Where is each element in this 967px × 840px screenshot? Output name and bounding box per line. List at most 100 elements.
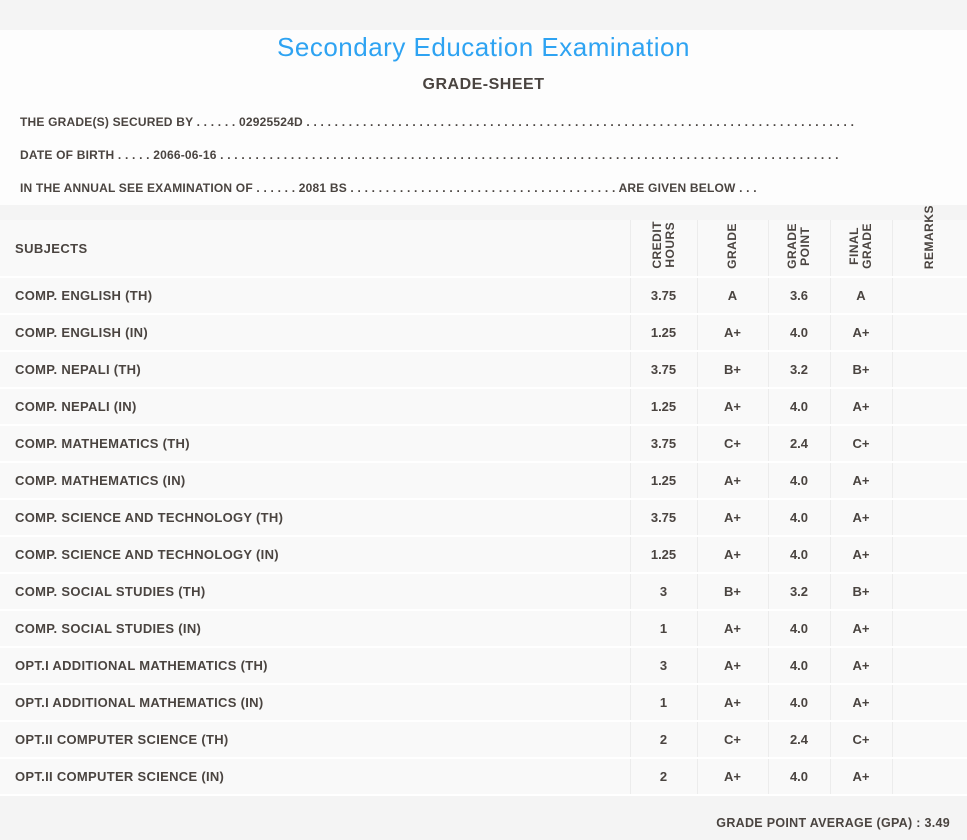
col-header-grade: GRADE [696,220,768,278]
grade-cell: B+ [696,351,768,389]
remarks-label: REMARKS [922,204,937,269]
grade-point-cell: 2.4 [767,721,830,759]
remarks-cell [891,499,967,537]
subject-cell: COMP. NEPALI (TH) [0,351,630,389]
table-header-row: SUBJECTS CREDIT HOURS GRADE GRADE POINT … [0,205,967,278]
credit-hours-cell: 2 [629,758,697,796]
final-grade-cell: A+ [829,462,892,500]
table-row: OPT.II COMPUTER SCIENCE (IN) 2 A+ 4.0 A+ [0,758,967,796]
subject-cell: COMP. SOCIAL STUDIES (TH) [0,573,630,611]
final-grade-cell: C+ [829,721,892,759]
subject-cell: OPT.I ADDITIONAL MATHEMATICS (TH) [0,647,630,685]
grade-cell: A+ [696,314,768,352]
credit-hours-cell: 2 [629,721,697,759]
col-header-credit-hours: CREDIT HOURS [629,220,697,278]
grade-point-cell: 4.0 [767,388,830,426]
col-header-subjects: SUBJECTS [0,220,630,278]
grades-secured-line: THE GRADE(S) SECURED BY . . . . . . 0292… [20,115,855,129]
credit-hours-cell: 1.25 [629,388,697,426]
remarks-cell [891,684,967,722]
grade-point-cell: 4.0 [767,462,830,500]
final-grade-cell: A+ [829,684,892,722]
credit-hours-cell: 3.75 [629,351,697,389]
final-grade-label: FINAL GRADE [847,223,874,269]
grade-table: SUBJECTS CREDIT HOURS GRADE GRADE POINT … [0,205,967,796]
credit-hours-label: CREDIT HOURS [649,221,677,269]
credit-hours-cell: 3.75 [629,425,697,463]
gpa-summary: GRADE POINT AVERAGE (GPA) : 3.49 [716,816,950,830]
subject-cell: OPT.II COMPUTER SCIENCE (IN) [0,758,630,796]
grade-point-cell: 4.0 [767,536,830,574]
remarks-cell [891,314,967,352]
subject-cell: COMP. SCIENCE AND TECHNOLOGY (TH) [0,499,630,537]
grade-cell: B+ [696,573,768,611]
grade-point-cell: 3.2 [767,573,830,611]
remarks-cell [891,351,967,389]
grade-point-cell: 4.0 [767,647,830,685]
grade-cell: A+ [696,684,768,722]
table-row: COMP. NEPALI (IN) 1.25 A+ 4.0 A+ [0,388,967,426]
examination-line: IN THE ANNUAL SEE EXAMINATION OF . . . .… [20,181,757,195]
grade-point-cell: 4.0 [767,684,830,722]
credit-hours-cell: 1.25 [629,314,697,352]
final-grade-cell: A+ [829,314,892,352]
subject-cell: COMP. MATHEMATICS (TH) [0,425,630,463]
table-row: COMP. NEPALI (TH) 3.75 B+ 3.2 B+ [0,351,967,389]
subject-cell: COMP. NEPALI (IN) [0,388,630,426]
final-grade-cell: B+ [829,573,892,611]
remarks-cell [891,647,967,685]
subject-cell: COMP. ENGLISH (TH) [0,277,630,315]
credit-hours-cell: 3.75 [629,499,697,537]
grade-point-cell: 4.0 [767,610,830,648]
final-grade-cell: A+ [829,388,892,426]
grade-point-label: GRADE POINT [785,223,812,269]
subject-cell: OPT.II COMPUTER SCIENCE (TH) [0,721,630,759]
col-header-remarks: REMARKS [891,205,967,278]
page-title: Secondary Education Examination [277,32,690,62]
table-row: COMP. MATHEMATICS (TH) 3.75 C+ 2.4 C+ [0,425,967,463]
remarks-cell [891,277,967,315]
remarks-cell [891,536,967,574]
remarks-cell [891,758,967,796]
final-grade-cell: A [829,277,892,315]
grade-cell: A+ [696,647,768,685]
subject-cell: OPT.I ADDITIONAL MATHEMATICS (IN) [0,684,630,722]
remarks-cell [891,610,967,648]
col-header-final-grade: FINAL GRADE [829,220,892,278]
remarks-cell [891,388,967,426]
grade-cell: A+ [696,499,768,537]
table-row: COMP. SOCIAL STUDIES (TH) 3 B+ 3.2 B+ [0,573,967,611]
grade-cell: A+ [696,758,768,796]
final-grade-cell: A+ [829,758,892,796]
table-row: COMP. SOCIAL STUDIES (IN) 1 A+ 4.0 A+ [0,610,967,648]
grade-cell: A+ [696,610,768,648]
credit-hours-cell: 1 [629,684,697,722]
col-header-grade-point: GRADE POINT [767,220,830,278]
table-row: OPT.II COMPUTER SCIENCE (TH) 2 C+ 2.4 C+ [0,721,967,759]
grade-cell: C+ [696,425,768,463]
grade-label: GRADE [725,223,739,269]
grade-cell: A+ [696,462,768,500]
header-section: Secondary Education Examination GRADE-SH… [0,30,967,205]
grade-cell: A+ [696,536,768,574]
credit-hours-cell: 1 [629,610,697,648]
final-grade-cell: A+ [829,610,892,648]
final-grade-cell: A+ [829,499,892,537]
table-row: OPT.I ADDITIONAL MATHEMATICS (IN) 1 A+ 4… [0,684,967,722]
grade-cell: C+ [696,721,768,759]
final-grade-cell: C+ [829,425,892,463]
credit-hours-cell: 3 [629,647,697,685]
grade-cell: A+ [696,388,768,426]
grade-point-cell: 2.4 [767,425,830,463]
subject-cell: COMP. ENGLISH (IN) [0,314,630,352]
date-of-birth-line: DATE OF BIRTH . . . . . 2066-06-16 . . .… [20,148,839,162]
remarks-cell [891,573,967,611]
subject-cell: COMP. SCIENCE AND TECHNOLOGY (IN) [0,536,630,574]
footer-section: GRADE POINT AVERAGE (GPA) : 3.49 [0,796,967,840]
table-row: COMP. MATHEMATICS (IN) 1.25 A+ 4.0 A+ [0,462,967,500]
remarks-cell [891,721,967,759]
page-subtitle: GRADE-SHEET [422,76,545,93]
subject-cell: COMP. SOCIAL STUDIES (IN) [0,610,630,648]
table-row: COMP. ENGLISH (TH) 3.75 A 3.6 A [0,277,967,315]
